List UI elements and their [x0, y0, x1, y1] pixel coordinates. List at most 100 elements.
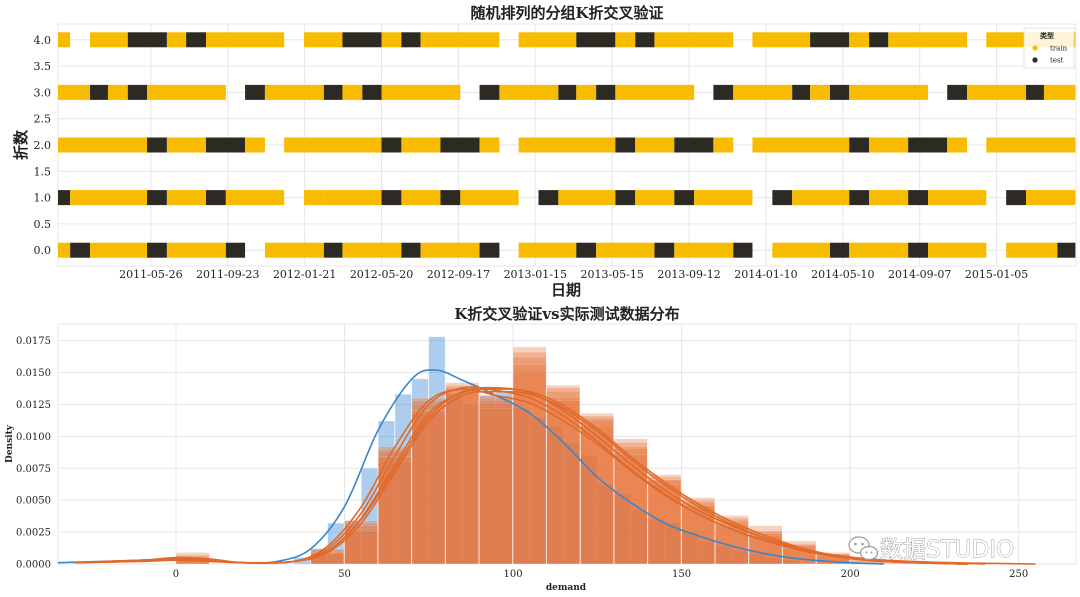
fold-2-test-segment — [849, 137, 870, 153]
fold-1-test-segment — [772, 190, 793, 206]
bottom-x-tick-label: 250 — [1009, 569, 1028, 580]
fold-3-train-segment — [499, 84, 559, 100]
fold-0-train-segment — [420, 242, 480, 258]
top-y-tick-label: 1.0 — [34, 192, 52, 205]
fold-0-train-segment — [58, 242, 71, 258]
fold-0-train-segment — [849, 242, 909, 258]
bottom-chart-title: K折交叉验证vs实际测试数据分布 — [454, 305, 679, 323]
legend-train-label: train — [1050, 45, 1068, 53]
histogram-bar — [344, 528, 378, 565]
fold-2-train-segment — [479, 137, 500, 153]
histogram-bar — [546, 425, 564, 565]
fold-0-test-segment — [147, 242, 167, 258]
fold-4-test-segment — [635, 32, 655, 48]
fold-1-train-segment — [558, 190, 616, 206]
fold-4-train-segment — [205, 32, 285, 48]
top-x-tick-label: 2014-05-10 — [811, 268, 874, 281]
fold-timeline-chart: 0.00.51.01.52.02.53.03.54.0 2011-05-26 20… — [12, 4, 1077, 299]
fold-3-train-segment — [967, 84, 1027, 100]
legend-test-marker — [1032, 57, 1038, 63]
top-x-tick-label: 2013-05-15 — [580, 268, 643, 281]
bottom-y-tick-labels: 0.0000 0.0025 0.0050 0.0075 0.0100 0.0125 0.01… — [16, 336, 51, 570]
histogram-bar — [715, 515, 749, 565]
fold-1-train-segment — [635, 190, 675, 206]
top-y-tick-label: 0.0 — [34, 244, 52, 257]
fold-0-train-segment — [90, 242, 148, 258]
histogram-bar — [445, 387, 480, 565]
fold-4-test-segment — [127, 32, 167, 48]
fold-1-test-segment — [674, 190, 695, 206]
fold-1-test-segment — [440, 190, 461, 206]
fold-0-test-segment — [654, 242, 675, 258]
fold-4-train-segment — [90, 32, 128, 48]
kde-lines — [57, 369, 1036, 565]
bottom-x-tick-label: 0 — [173, 569, 179, 580]
bottom-gridlines — [58, 324, 1076, 565]
bottom-x-tick-label: 100 — [504, 569, 523, 580]
histogram-bar — [580, 413, 614, 565]
histogram-bar — [546, 397, 581, 565]
fold-0-train-segment — [928, 242, 987, 258]
top-y-tick-label: 1.5 — [34, 165, 52, 178]
fold-3-test-segment — [947, 84, 968, 100]
fold-1-train-segment — [323, 190, 382, 206]
histogram-bar — [580, 455, 597, 565]
histogram-bar — [647, 484, 682, 565]
bottom-y-tick-label: 0.0125 — [16, 400, 51, 411]
histogram-bar — [748, 553, 766, 565]
top-chart-title: 随机排列的分组K折交叉验证 — [470, 4, 663, 22]
bottom-y-tick-label: 0.0025 — [16, 528, 51, 539]
top-x-tick-label: 2011-09-23 — [196, 268, 259, 281]
histogram-bar — [580, 425, 614, 565]
fold-3-test-segment — [713, 84, 734, 100]
fold-4-train-segment — [888, 32, 968, 48]
fold-1-train-segment — [928, 190, 987, 206]
histogram-bar — [445, 385, 480, 565]
histogram-bar — [445, 393, 463, 565]
top-y-axis-label: 折数 — [12, 129, 30, 160]
fold-2-test-segment — [908, 137, 948, 153]
histogram-bar — [580, 418, 614, 565]
histogram-bar — [479, 402, 513, 565]
bottom-plot-area — [57, 323, 1077, 565]
bottom-x-tick-label: 50 — [338, 569, 351, 580]
bottom-x-tick-labels: 0 50 100 150 200 250 — [173, 569, 1028, 580]
fold-segments — [58, 32, 1076, 258]
legend-test-label: test — [1050, 57, 1064, 65]
top-x-tick-label: 2012-05-20 — [350, 268, 413, 281]
fold-4-train-segment — [654, 32, 734, 48]
top-y-tick-label: 2.0 — [34, 139, 52, 152]
bottom-y-tick-label: 0.0000 — [16, 560, 51, 571]
bottom-x-tick-label: 150 — [672, 569, 691, 580]
fold-4-test-segment — [186, 32, 206, 48]
fold-0-test-segment — [908, 242, 929, 258]
fold-2-train-segment — [58, 137, 148, 153]
histogram-bar — [681, 531, 699, 565]
histogram-bar — [563, 442, 581, 565]
fold-3-train-segment — [58, 84, 91, 100]
bottom-y-tick-label: 0.0150 — [16, 368, 51, 379]
fold-3-train-segment — [1043, 84, 1076, 100]
fold-0-train-segment — [772, 242, 830, 258]
top-x-tick-label: 2013-09-12 — [657, 268, 720, 281]
fold-1-train-segment — [694, 190, 753, 206]
histogram-bar — [782, 559, 800, 565]
histogram-bar — [613, 493, 631, 565]
watermark-text: 数据STUDIO — [880, 537, 1014, 563]
fold-2-test-segment — [615, 137, 636, 153]
histogram-bar — [715, 545, 732, 565]
histogram-bar — [715, 525, 749, 565]
fold-1-train-segment — [869, 190, 909, 206]
fold-3-train-segment — [576, 84, 597, 100]
fold-2-train-segment — [713, 137, 734, 153]
fold-3-test-segment — [1026, 84, 1044, 100]
top-y-tick-label: 3.0 — [34, 86, 52, 99]
top-x-tick-label: 2014-09-07 — [888, 268, 951, 281]
top-x-tick-label: 2011-05-26 — [119, 268, 182, 281]
top-y-tick-labels: 0.0 0.5 1.0 1.5 2.0 2.5 3.0 3.5 4.0 — [34, 34, 52, 257]
fold-2-train-segment — [401, 137, 441, 153]
histogram-bar — [546, 387, 581, 565]
fold-3-train-segment — [733, 84, 793, 100]
fold-2-train-segment — [869, 137, 909, 153]
histogram-bar — [462, 404, 480, 565]
